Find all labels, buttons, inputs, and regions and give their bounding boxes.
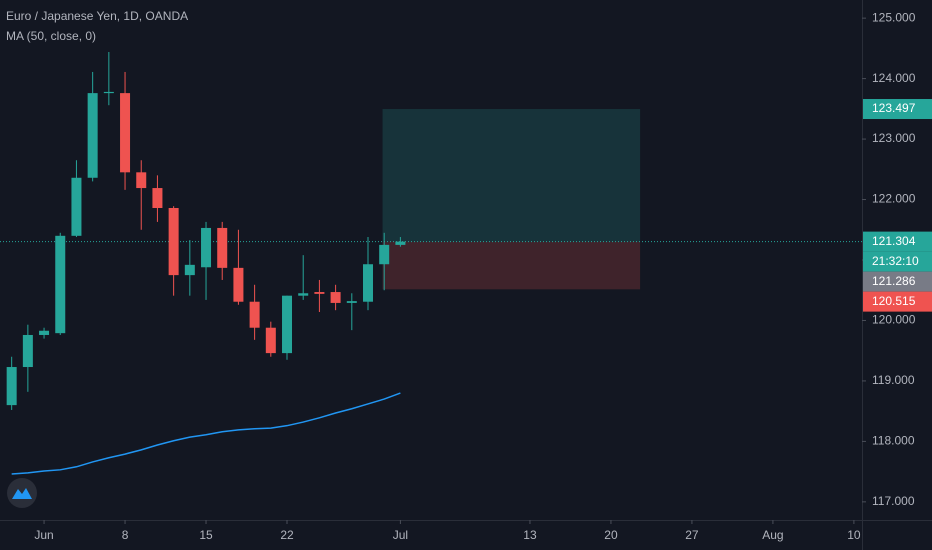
target-price-bg (863, 99, 932, 120)
logo[interactable] (7, 478, 37, 508)
candle-body (55, 235, 66, 334)
candle-body (22, 334, 33, 368)
x-tick-label: 27 (685, 528, 699, 542)
x-tick-label: 22 (280, 528, 294, 542)
ma-line (11, 392, 401, 475)
x-tick-label: 15 (199, 528, 213, 542)
candle-body (103, 91, 114, 94)
candle-body (379, 244, 390, 265)
candle-body (87, 93, 98, 178)
candle-body (298, 293, 309, 296)
y-tick-label: 119.000 (872, 373, 915, 387)
target-zone (382, 109, 641, 242)
y-tick-label: 123.000 (872, 131, 916, 145)
y-tick-label: 117.000 (872, 494, 915, 508)
candle-body (265, 327, 276, 354)
target-price: 123.497 (872, 101, 916, 115)
current-price-bg (863, 231, 932, 252)
y-tick-label: 118.000 (872, 434, 915, 448)
indicator-label: MA (50, close, 0) (6, 29, 96, 43)
candle-body (233, 267, 244, 302)
candle-body (39, 330, 50, 335)
x-tick-label: Jul (393, 528, 408, 542)
candle-body (136, 172, 147, 189)
current-price: 121.304 (872, 234, 916, 248)
y-tick-label: 124.000 (872, 71, 916, 85)
countdown-bg (863, 251, 932, 272)
candle-body (217, 227, 228, 268)
countdown: 21:32:10 (872, 254, 919, 268)
x-tick-label: 13 (523, 528, 537, 542)
candle-body (201, 227, 212, 268)
candle-body (184, 264, 195, 276)
candle-body (362, 264, 373, 302)
y-tick-label: 120.000 (872, 313, 916, 327)
y-tick-label: 125.000 (872, 10, 916, 24)
other-price-bg (863, 271, 932, 292)
chart-title: Euro / Japanese Yen, 1D, OANDA (6, 9, 188, 23)
plot-area (0, 52, 862, 475)
candle-body (249, 301, 260, 328)
x-tick-label: Jun (34, 528, 53, 542)
stop-price-bg (863, 291, 932, 312)
y-tick-label: 122.000 (872, 192, 916, 206)
candle-body (6, 367, 17, 406)
candle-body (282, 295, 293, 354)
x-tick-label: 8 (122, 528, 129, 542)
candle-body (152, 188, 163, 208)
candle-body (168, 208, 179, 276)
x-tick-label: 20 (604, 528, 618, 542)
candle-body (314, 292, 325, 294)
candle-body (330, 292, 341, 303)
x-tick-label: 10 (847, 528, 861, 542)
other-price: 121.286 (872, 274, 916, 288)
x-tick-label: Aug (762, 528, 783, 542)
candle-body (395, 241, 406, 245)
candle-body (346, 301, 357, 303)
candle-body (120, 93, 131, 173)
candle-body (71, 177, 82, 236)
stop-price: 120.515 (872, 294, 916, 308)
stop-zone (382, 241, 641, 290)
